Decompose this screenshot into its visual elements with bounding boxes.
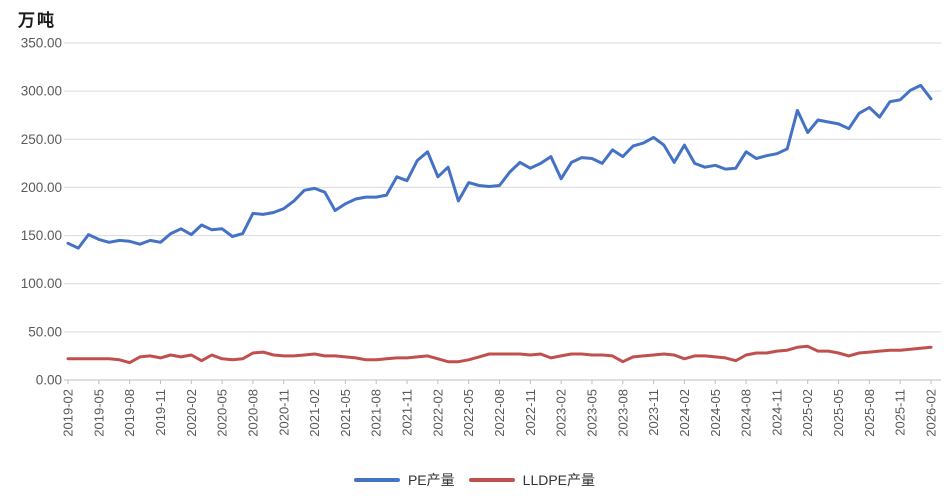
x-tick-label: 2020-11 <box>276 389 291 436</box>
x-tick-label: 2023-08 <box>615 389 630 437</box>
x-tick-label: 2022-11 <box>523 389 538 436</box>
x-tick-label: 2020-08 <box>245 389 260 437</box>
x-tick-label: 2020-02 <box>184 389 199 437</box>
y-tick-label: 50.00 <box>28 324 62 339</box>
y-tick-label: 300.00 <box>21 84 62 99</box>
x-tick-label: 2021-11 <box>400 389 415 436</box>
x-tick-label: 2021-08 <box>369 389 384 437</box>
pe-legend-line-icon <box>353 478 400 482</box>
x-tick-label: 2022-02 <box>430 389 445 437</box>
lldpe-series-line <box>66 344 933 365</box>
y-tick-label: 250.00 <box>21 132 62 147</box>
x-tick-label: 2020-05 <box>215 389 230 437</box>
x-tick-label: 2026-02 <box>924 389 939 437</box>
x-tick-label: 2025-08 <box>862 389 877 437</box>
y-axis-unit-label: 万吨 <box>18 11 56 30</box>
x-tick-label: 2025-05 <box>831 389 846 437</box>
pe-series-line <box>66 83 933 250</box>
x-tick-label: 2025-02 <box>800 389 815 437</box>
legend-label-lldpe: LLDPE产量 <box>522 472 596 488</box>
x-tick-label: 2019-05 <box>91 389 106 437</box>
y-tick-label: 100.00 <box>21 276 62 291</box>
legend-item-lldpe: LLDPE产量 <box>468 470 596 490</box>
y-tick-label: 0.00 <box>36 373 62 388</box>
x-tick-label: 2022-05 <box>461 389 476 437</box>
y-tick-label: 200.00 <box>21 180 62 195</box>
x-tick-label: 2024-05 <box>708 389 723 437</box>
x-tick-label: 2019-11 <box>153 389 168 436</box>
x-tick-label: 2022-08 <box>492 389 507 437</box>
x-tick-label: 2019-02 <box>61 389 76 437</box>
x-tick-label: 2021-02 <box>307 389 322 437</box>
x-tick-label: 2023-05 <box>584 389 599 437</box>
y-tick-label: 350.00 <box>21 36 62 51</box>
x-tick-label: 2023-02 <box>554 389 569 437</box>
x-tick-label: 2023-11 <box>646 389 661 436</box>
x-tick-label: 2024-02 <box>677 389 692 437</box>
legend-item-pe: PE产量 <box>353 470 455 490</box>
x-tick-label: 2019-08 <box>122 389 137 437</box>
y-tick-label: 150.00 <box>21 228 62 243</box>
x-tick-label: 2024-11 <box>769 389 784 436</box>
x-tick-label: 2024-08 <box>739 389 754 437</box>
legend-label-pe: PE产量 <box>407 472 455 488</box>
x-tick-label: 2021-05 <box>338 389 353 437</box>
x-tick-label: 2025-11 <box>893 389 908 436</box>
legend: PE产量 LLDPE产量 <box>0 470 949 490</box>
lldpe-legend-line-icon <box>468 478 515 482</box>
